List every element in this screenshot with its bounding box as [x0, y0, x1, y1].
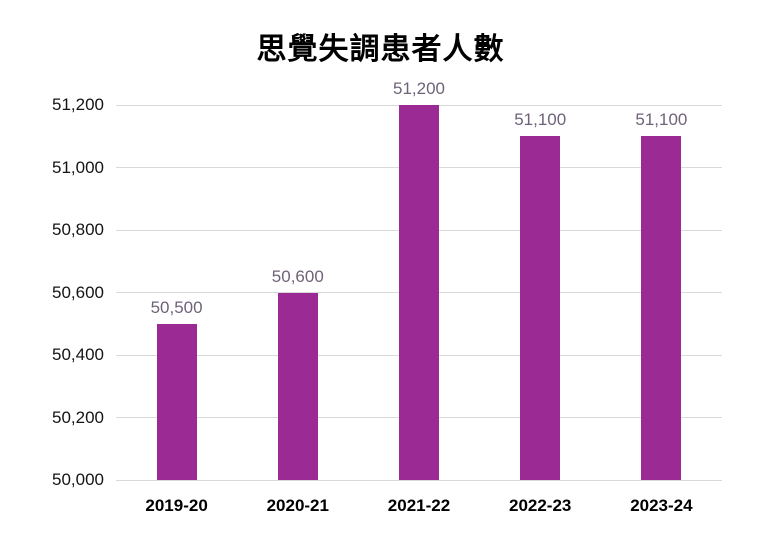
- y-axis-tick-label: 51,200: [52, 95, 104, 114]
- bar: [641, 136, 682, 480]
- x-axis-category-label: 2023-24: [630, 496, 693, 515]
- x-axis-category-label: 2021-22: [387, 496, 451, 515]
- gridline: [116, 479, 722, 481]
- x-axis-category-label: 2022-23: [508, 496, 572, 515]
- y-axis-tick-label: 50,200: [52, 407, 104, 427]
- bar-value-label: 51,100: [635, 110, 688, 130]
- bar-value-label: 51,200: [392, 79, 445, 98]
- x-axis-category-label: 2019-20: [145, 496, 208, 515]
- chart-title: 思覺失調患者人數: [256, 33, 505, 66]
- bar-value-label: 50,600: [271, 266, 324, 286]
- bar: [399, 105, 439, 480]
- x-axis-category-label: 2020-21: [266, 496, 329, 515]
- bar-value-label: 50,500: [150, 297, 203, 317]
- bar-value-label: 51,100: [514, 110, 567, 130]
- bar: [520, 136, 561, 480]
- y-axis-tick-label: 50,600: [52, 282, 104, 302]
- y-axis-tick-label: 50,000: [52, 470, 104, 489]
- y-axis-tick-label: 51,000: [52, 157, 104, 177]
- y-axis-tick-label: 50,800: [52, 220, 104, 239]
- y-axis-tick-label: 50,400: [52, 345, 104, 364]
- bar: [277, 292, 318, 480]
- bar: [156, 323, 197, 480]
